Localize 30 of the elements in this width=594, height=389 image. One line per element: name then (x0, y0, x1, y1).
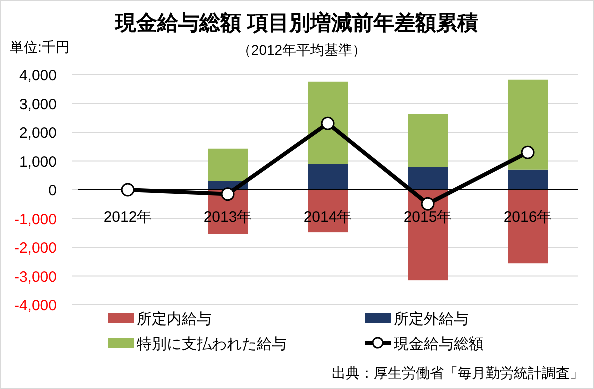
y-tick-label: -1,000 (14, 211, 57, 228)
point (321, 116, 335, 130)
source-note: 出典：厚生労働省「毎月勤労統計調査」 (332, 365, 584, 381)
legend-label: 所定外給与 (394, 311, 469, 328)
point (421, 197, 435, 211)
chart-title: 現金給与総額 項目別増減前年差額累積 (114, 11, 478, 35)
legend-label: 現金給与総額 (394, 336, 484, 353)
bar (508, 170, 548, 190)
bar (308, 82, 348, 164)
y-tick-label: 4,000 (19, 68, 57, 84)
text: 単位:千円 (10, 39, 70, 55)
point (221, 188, 235, 202)
y-tick-label: 1,000 (19, 154, 57, 171)
bar (508, 80, 548, 170)
legend-label: 所定内給与 (137, 311, 212, 328)
point (521, 146, 535, 160)
y-tick-label: -2,000 (14, 240, 57, 257)
point (121, 183, 135, 197)
bar (408, 167, 448, 190)
y-tick-label: 2,000 (19, 125, 57, 142)
y-tick-label: 3,000 (19, 96, 57, 114)
bar (308, 164, 348, 190)
y-tick-label: 0 (48, 182, 57, 200)
chart-subtitle: （2012年平均基準） (237, 42, 367, 58)
bar (408, 114, 448, 167)
x-tick-label: 2012年 (104, 209, 152, 226)
y-tick-label: -3,000 (14, 268, 57, 286)
bar (208, 148, 248, 182)
legend-label: 特別に支払われた給与 (137, 336, 287, 353)
y-tick-label: -4,000 (14, 298, 57, 314)
